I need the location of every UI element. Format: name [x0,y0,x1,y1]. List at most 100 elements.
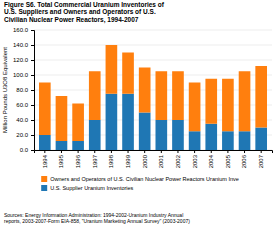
y-tick: 40.0 [16,117,34,123]
x-tick-label: 2000 [142,154,148,168]
x-tick: 2007 [258,150,264,168]
x-tick-label: 2001 [158,154,164,168]
x-tick-label: 2006 [241,154,247,168]
x-tick: 1997 [92,150,98,168]
legend-swatch [41,176,47,182]
y-tick-label: 0.0 [20,147,29,153]
y-tick-mark [31,30,34,31]
x-tick: 2006 [241,150,247,168]
grid-line [34,75,272,76]
x-tick-mark [44,150,45,153]
bar [89,120,101,150]
y-tick: 60.0 [16,102,34,108]
x-tick: 2003 [192,150,198,168]
chart-container: Figure S6. Total Commercial Uranium Inve… [0,0,280,227]
y-tick: 20.0 [16,132,34,138]
legend-label: U.S. Supplier Uranium Inventories [50,185,133,191]
bar-series [39,45,267,141]
x-tick: 2004 [208,150,214,168]
x-tick-mark [261,150,262,153]
y-tick-label: 40.0 [16,117,28,123]
y-tick-label: 20.0 [16,132,28,138]
x-tick-label: 2007 [258,154,264,168]
x-tick-mark [111,150,112,153]
bar [39,83,51,136]
y-tick-label: 140.0 [13,42,29,48]
y-tick-mark [31,120,34,121]
bar [139,113,151,151]
x-tick-label: 2004 [208,154,214,168]
bar [239,131,251,150]
x-tick-label: 1997 [92,154,98,168]
bar [189,83,201,132]
chart-svg: Figure S6. Total Commercial Uranium Inve… [0,0,280,227]
grid-line [34,45,272,46]
x-tick-mark [227,150,228,153]
x-tick: 2000 [142,150,148,168]
annotation: Sources: Energy Information Administrati… [4,212,190,225]
x-tick-label: 1998 [108,154,114,168]
y-tick-label: 100.0 [13,72,29,78]
x-tick-mark [78,150,79,153]
bar [56,96,68,141]
bar [172,120,184,150]
x-tick-label: 2005 [225,154,231,168]
y-tick-label: 80.0 [16,87,28,93]
grid-line [34,60,272,61]
bar [72,104,84,142]
title-line: Civilian Nuclear Power Reactors, 1994-20… [4,16,139,24]
bar [172,71,184,120]
bars [39,45,267,150]
bar [39,135,51,150]
y-tick-mark [31,60,34,61]
x-axis: 1994 1995 1996 1997 1998 1999 2000 2001 2002 2003… [35,150,273,168]
bar [255,128,267,151]
x-tick-label: 2003 [192,154,198,168]
y-tick-mark [31,150,34,151]
grid-line [34,120,272,121]
y-tick: 80.0 [16,87,34,93]
x-tick: 1999 [125,150,131,168]
bar [155,120,167,150]
grid-line [34,90,272,91]
annotation-line: Sources: Energy Information Administrati… [4,212,183,218]
bar [106,45,118,94]
grid-line [34,105,272,106]
annotation-line: reports, 2003-2007-Form EIA-858, "Uraniu… [4,218,190,224]
x-tick: 1998 [108,150,114,168]
x-tick: 1995 [58,150,64,168]
bar [122,53,134,94]
x-tick: 2005 [225,150,231,168]
y-tick-mark [31,45,34,46]
x-tick-mark [177,150,178,153]
bar [122,94,134,150]
x-axis-line [35,151,273,154]
legend-swatch [41,185,47,191]
bar [205,124,217,150]
y-tick-mark [31,135,34,136]
grid [34,30,272,150]
bar [56,141,68,150]
bar [155,71,167,120]
y-tick: 160.0 [13,27,34,33]
plot: 0.0 20.0 40.0 60.0 80.0 100.0 120.0 140.0 160.0 1… [13,27,273,168]
x-tick-mark [194,150,195,153]
x-tick: 1994 [42,150,48,168]
x-tick-mark [244,150,245,153]
y-tick-label: 120.0 [13,57,29,63]
x-tick: 2002 [175,150,181,168]
x-tick-label: 1999 [125,154,131,168]
bar [106,94,118,150]
x-tick-label: 1994 [42,154,48,168]
grid-line [34,30,272,31]
x-tick: 1996 [75,150,81,168]
bar [222,131,234,150]
x-tick: 2001 [158,150,164,168]
y-tick-mark [31,90,34,91]
y-axis-title: Million Pounds U3O8 Equivalent [2,47,8,133]
y-tick-label: 60.0 [16,102,28,108]
y-tick-mark [31,75,34,76]
bar [239,71,251,131]
y-axis-line [31,31,35,151]
bar [72,141,84,150]
